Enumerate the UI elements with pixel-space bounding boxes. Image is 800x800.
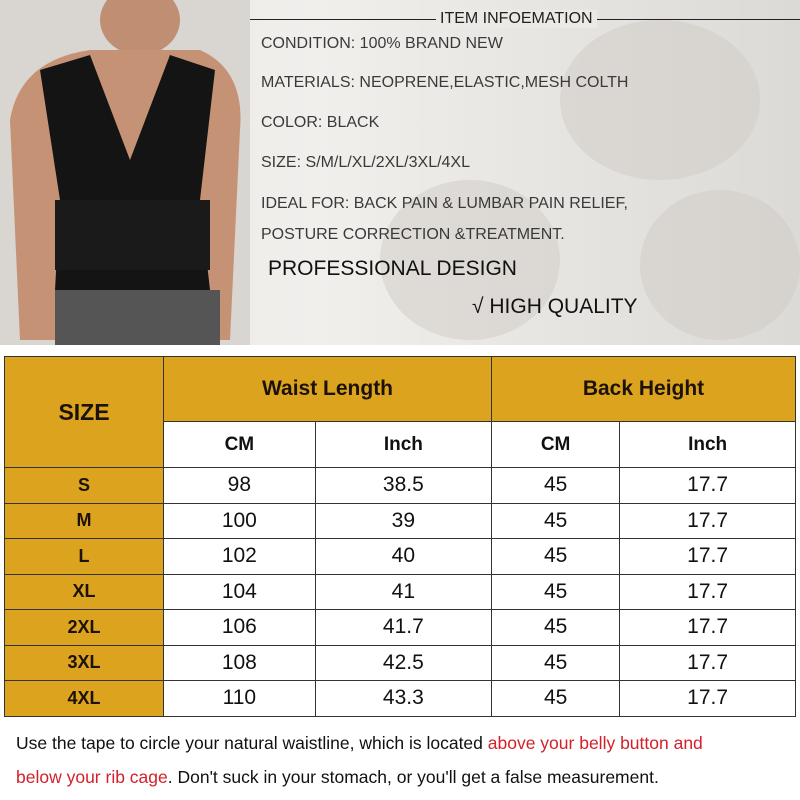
sub-header: CM — [490, 421, 621, 468]
info-ideal-for: IDEAL FOR: BACK PAIN & LUMBAR PAIN RELIE… — [261, 195, 628, 212]
note-highlight: below your rib cage — [16, 767, 168, 787]
high-quality: √ HIGH QUALITY — [472, 295, 638, 318]
value-cell: 102 — [163, 538, 316, 575]
value-cell: 39 — [314, 502, 493, 539]
size-cell: 2XL — [4, 609, 164, 646]
size-header: SIZE — [4, 356, 164, 468]
value-cell: 104 — [163, 573, 316, 610]
value-cell: 45 — [490, 502, 621, 539]
value-cell: 41 — [314, 573, 493, 610]
value-cell: 98 — [163, 467, 316, 504]
info-size: SIZE: S/M/L/XL/2XL/3XL/4XL — [261, 154, 470, 171]
size-chart: SIZE Waist Length Back Height CM Inch CM… — [4, 356, 796, 717]
size-cell: M — [4, 502, 164, 539]
professional-design: PROFESSIONAL DESIGN — [268, 257, 517, 280]
sub-header: Inch — [314, 421, 493, 468]
info-heading: ITEM INFOEMATION — [436, 10, 597, 28]
posture-brace-image — [0, 0, 250, 345]
measure-note-line2: below your rib cage. Don't suck in your … — [16, 767, 659, 788]
value-cell: 45 — [490, 644, 621, 681]
value-cell: 106 — [163, 609, 316, 646]
value-cell: 17.7 — [619, 538, 796, 575]
value-cell: 17.7 — [619, 644, 796, 681]
size-cell: XL — [4, 573, 164, 610]
value-cell: 110 — [163, 680, 316, 717]
value-cell: 43.3 — [314, 680, 493, 717]
note-text: . Don't suck in your stomach, or you'll … — [167, 767, 659, 787]
value-cell: 45 — [490, 538, 621, 575]
waist-header: Waist Length — [163, 356, 492, 422]
table-row: M 100 39 45 17.7 — [4, 502, 796, 539]
value-cell: 17.7 — [619, 573, 796, 610]
size-cell: S — [4, 467, 164, 504]
value-cell: 38.5 — [314, 467, 493, 504]
value-cell: 45 — [490, 467, 621, 504]
note-text: Use the tape to circle your natural wais… — [16, 733, 488, 753]
table-row: 2XL 106 41.7 45 17.7 — [4, 609, 796, 646]
value-cell: 108 — [163, 644, 316, 681]
info-materials: MATERIALS: NEOPRENE,ELASTIC,MESH COLTH — [261, 74, 629, 91]
value-cell: 17.7 — [619, 467, 796, 504]
value-cell: 17.7 — [619, 680, 796, 717]
value-cell: 100 — [163, 502, 316, 539]
sub-header: Inch — [619, 421, 796, 468]
size-cell: L — [4, 538, 164, 575]
sub-header: CM — [163, 421, 316, 468]
back-header: Back Height — [491, 356, 796, 422]
table-row: S 98 38.5 45 17.7 — [4, 467, 796, 504]
info-color: COLOR: BLACK — [261, 114, 380, 131]
size-cell: 3XL — [4, 644, 164, 681]
value-cell: 17.7 — [619, 502, 796, 539]
size-cell: 4XL — [4, 680, 164, 717]
value-cell: 17.7 — [619, 609, 796, 646]
table-row: 4XL 110 43.3 45 17.7 — [4, 680, 796, 717]
value-cell: 40 — [314, 538, 493, 575]
product-photo — [0, 0, 250, 345]
value-cell: 41.7 — [314, 609, 493, 646]
info-condition: CONDITION: 100% BRAND NEW — [261, 35, 503, 52]
value-cell: 45 — [490, 609, 621, 646]
value-cell: 42.5 — [314, 644, 493, 681]
measure-note-line1: Use the tape to circle your natural wais… — [16, 733, 703, 754]
info-posture: POSTURE CORRECTION &TREATMENT. — [261, 226, 565, 243]
table-row: 3XL 108 42.5 45 17.7 — [4, 644, 796, 681]
table-row: XL 104 41 45 17.7 — [4, 573, 796, 610]
table-row: L 102 40 45 17.7 — [4, 538, 796, 575]
note-highlight: above your belly button and — [487, 733, 703, 753]
value-cell: 45 — [490, 573, 621, 610]
value-cell: 45 — [490, 680, 621, 717]
